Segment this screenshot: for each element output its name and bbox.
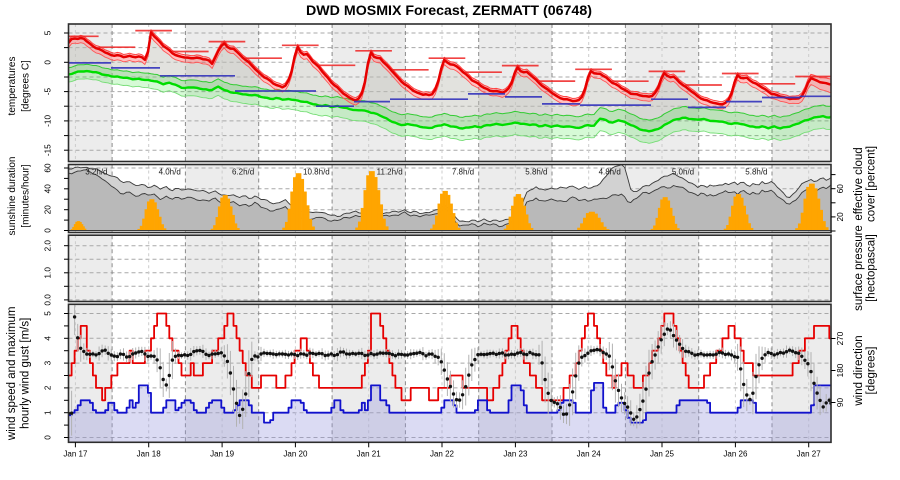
svg-text:Jan 17: Jan 17 xyxy=(63,450,88,459)
svg-text:Jan 24: Jan 24 xyxy=(577,450,602,459)
svg-text:3: 3 xyxy=(44,360,53,365)
svg-text:[degrees]: [degrees] xyxy=(866,347,878,395)
svg-text:2.0: 2.0 xyxy=(44,240,53,252)
svg-text:40: 40 xyxy=(44,184,53,194)
svg-text:5.8h/d: 5.8h/d xyxy=(525,168,547,177)
svg-text:effective cloud: effective cloud xyxy=(853,147,865,220)
svg-text:4.0h/d: 4.0h/d xyxy=(159,168,181,177)
svg-text:10.8h/d: 10.8h/d xyxy=(303,168,330,177)
svg-text:Jan 19: Jan 19 xyxy=(210,450,235,459)
svg-text:0: 0 xyxy=(44,228,53,233)
svg-text:20: 20 xyxy=(44,205,53,215)
svg-text:Jan 26: Jan 26 xyxy=(723,450,748,459)
svg-text:6.2h/d: 6.2h/d xyxy=(232,168,254,177)
svg-text:0.0: 0.0 xyxy=(44,294,53,306)
svg-text:60: 60 xyxy=(44,163,53,173)
svg-text:3.2h/d: 3.2h/d xyxy=(85,168,107,177)
svg-text:Jan 27: Jan 27 xyxy=(797,450,822,459)
svg-text:-15: -15 xyxy=(44,144,53,156)
svg-text:0: 0 xyxy=(44,435,53,440)
svg-text:5.8h/d: 5.8h/d xyxy=(745,168,767,177)
svg-text:5.0h/d: 5.0h/d xyxy=(672,168,694,177)
svg-text:4.8h/d: 4.8h/d xyxy=(599,168,621,177)
svg-text:5: 5 xyxy=(44,30,53,35)
svg-text:270: 270 xyxy=(836,331,845,345)
svg-text:Jan 23: Jan 23 xyxy=(503,450,528,459)
svg-text:Jan 20: Jan 20 xyxy=(283,450,308,459)
svg-text:wind direction: wind direction xyxy=(853,335,865,406)
svg-text:sunshine duration: sunshine duration xyxy=(7,157,18,236)
svg-text:cover [percent]: cover [percent] xyxy=(866,146,878,222)
svg-text:90: 90 xyxy=(836,398,845,408)
svg-text:4: 4 xyxy=(44,336,53,341)
svg-text:5: 5 xyxy=(44,311,53,316)
svg-text:Jan 25: Jan 25 xyxy=(650,450,675,459)
svg-text:DWD MOSMIX Forecast, ZERMATT (: DWD MOSMIX Forecast, ZERMATT (06748) xyxy=(306,3,592,19)
svg-text:Jan 18: Jan 18 xyxy=(137,450,162,459)
svg-text:wind speed and maximum: wind speed and maximum xyxy=(6,307,18,442)
svg-text:1.0: 1.0 xyxy=(44,267,53,279)
svg-text:Jan 22: Jan 22 xyxy=(430,450,455,459)
svg-text:60: 60 xyxy=(836,184,845,194)
svg-text:2: 2 xyxy=(44,385,53,390)
svg-text:surface pressure: surface pressure xyxy=(853,225,865,311)
svg-text:1: 1 xyxy=(44,410,53,415)
svg-text:Jan 21: Jan 21 xyxy=(357,450,382,459)
svg-text:[hectopascal]: [hectopascal] xyxy=(866,234,878,302)
svg-text:20: 20 xyxy=(836,212,845,222)
svg-text:7.8h/d: 7.8h/d xyxy=(452,168,474,177)
svg-text:180: 180 xyxy=(836,363,845,377)
svg-text:temperatures: temperatures xyxy=(7,57,18,116)
svg-text:[degrees C]: [degrees C] xyxy=(21,60,32,112)
svg-text:hourly wind gust [m/s]: hourly wind gust [m/s] xyxy=(20,318,32,429)
svg-text:[minutes/hour]: [minutes/hour] xyxy=(21,164,32,228)
svg-text:0: 0 xyxy=(44,60,53,65)
svg-text:-5: -5 xyxy=(44,88,53,96)
svg-text:-10: -10 xyxy=(44,115,53,127)
svg-text:11.2h/d: 11.2h/d xyxy=(377,168,403,177)
